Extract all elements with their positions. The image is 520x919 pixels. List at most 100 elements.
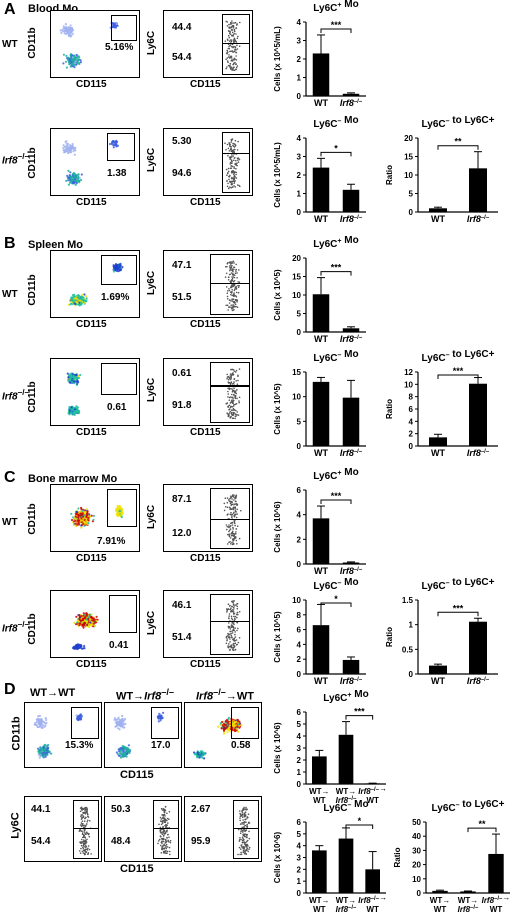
y-tick-label: 3 <box>297 37 302 46</box>
dot-texture <box>225 368 241 420</box>
y-tick-label: 10 <box>412 875 421 884</box>
y-tick-label: 1 <box>409 621 414 630</box>
row-label-c-wt: WT <box>2 517 18 528</box>
y-label-ly6c: Ly6C <box>146 30 157 56</box>
chart-title: Ly6C+ Mo <box>313 0 358 14</box>
y-label-cd11b: CD11b <box>27 147 38 179</box>
significance-bracket <box>320 499 352 505</box>
x-label-cd115: CD115 <box>120 769 154 781</box>
ly6c-plot-d-wtwt: 44.1 54.4 <box>24 796 102 862</box>
tick-label: WT <box>314 676 328 686</box>
row-label-b-ko: Irf8–/– <box>2 388 29 402</box>
tick-label: Irf8–/–→ <box>358 784 387 796</box>
tick-label: WT→ <box>430 896 450 905</box>
dot-texture <box>192 716 243 760</box>
gate-ly6c-low <box>210 386 250 423</box>
panel-title-a: Blood Mo <box>28 3 79 15</box>
gate <box>231 707 259 739</box>
pct-ly6c-low: 94.6 <box>172 168 192 179</box>
x-label-cd115: CD115 <box>190 553 221 564</box>
bar <box>460 891 476 893</box>
bar <box>365 869 380 893</box>
significance-label: * <box>334 594 338 604</box>
y-tick-label: 20 <box>412 861 421 870</box>
significance-bracket <box>437 145 479 150</box>
gate-percent: 0.61 <box>107 402 127 413</box>
row-label-b-wt: WT <box>2 289 18 300</box>
bar <box>338 838 354 893</box>
bar <box>338 734 354 784</box>
y-tick-label: 10 <box>292 393 301 402</box>
tick-label: Irf8–/– <box>458 905 479 914</box>
y-tick-label: 5 <box>409 190 414 199</box>
chart-title: Ly6C– Mo <box>313 577 358 592</box>
dotplot-b-wt: 1.69% <box>50 250 140 318</box>
group-label-wt-irf8: WT→Irf8–/– <box>116 687 174 703</box>
y-label-ly6c: Ly6C <box>146 504 157 530</box>
y-tick-label: 10 <box>404 380 413 389</box>
y-axis-label: Ratio <box>385 165 394 185</box>
pct-ly6c-high: 50.3 <box>111 804 131 815</box>
y-axis-label: Cells (x 10^6) <box>273 722 282 774</box>
panel-letter-c: C <box>4 469 16 486</box>
significance-label: *** <box>453 603 464 613</box>
dotplot-a-ko: 1.38 <box>50 128 140 196</box>
bar-chart-d3: Ly6C– to Ly6C+Ratio01020304050WT→WTWT→Ir… <box>393 799 510 914</box>
chart-title: Ly6C+ Mo <box>313 235 358 250</box>
x-label-cd115: CD115 <box>190 319 221 330</box>
dot-texture <box>157 805 172 856</box>
bar <box>312 756 327 784</box>
dot-texture <box>223 494 242 546</box>
y-tick-label: 4 <box>297 732 302 741</box>
bar <box>469 621 487 674</box>
y-axis-label: Cells (x 10^5/mL) <box>273 142 282 208</box>
dot-texture <box>59 21 119 69</box>
y-tick-label: 0 <box>297 208 302 217</box>
dot-texture <box>67 262 124 307</box>
tick-label: WT→ <box>309 787 329 796</box>
y-tick-label: 2 <box>297 171 302 180</box>
y-tick-label: 6 <box>297 486 302 495</box>
y-tick-label: 1.5 <box>402 596 414 605</box>
suffix: →WT <box>225 690 254 703</box>
y-label-cd11b: CD11b <box>27 381 38 413</box>
dot-texture <box>113 711 165 759</box>
y-tick-label: 4 <box>409 417 414 426</box>
y-tick-label: 2 <box>297 865 302 874</box>
y-tick-label: 1 <box>297 768 302 777</box>
chart-title: Ly6C– to Ly6C+ <box>422 349 495 364</box>
y-tick-label: 0 <box>297 328 302 337</box>
gate-ly6c-high <box>233 800 259 829</box>
chart-title: Ly6C– to Ly6C+ <box>422 577 495 592</box>
gate-percent: 0.41 <box>109 640 129 651</box>
dot-texture <box>78 806 92 856</box>
significance-bracket <box>345 715 374 720</box>
y-tick-label: 3 <box>297 744 302 753</box>
dot-texture <box>237 806 251 856</box>
tick-label: WT <box>314 566 328 576</box>
pct-ly6c-high: 47.1 <box>172 260 192 271</box>
y-tick-label: 2 <box>297 756 302 765</box>
dotplot-b-ko: 0.61 <box>50 358 140 426</box>
significance-label: * <box>358 816 362 826</box>
gate-ly6c-low <box>222 43 250 75</box>
gate-ly6c-high <box>210 594 250 622</box>
pct-ly6c-high: 0.61 <box>172 368 192 379</box>
significance-bracket <box>320 271 352 276</box>
gene-irf8: Irf8 <box>2 391 18 403</box>
bar <box>312 850 327 893</box>
ko-sup: –/– <box>17 151 30 161</box>
dot-texture <box>224 20 241 72</box>
bar <box>469 383 487 446</box>
x-label-cd115: CD115 <box>76 319 107 330</box>
tick-label: WT <box>431 676 445 686</box>
group-label-wt-wt: WT→WT <box>30 687 76 699</box>
y-tick-label: 10 <box>404 171 413 180</box>
gate-percent: 1.38 <box>107 168 127 179</box>
tick-label: Irf8–/– <box>340 214 363 224</box>
y-tick-label: 6 <box>409 405 414 414</box>
panel-letter-d: D <box>4 681 16 698</box>
dotplot-d-kowt: 0.58 <box>184 702 262 768</box>
